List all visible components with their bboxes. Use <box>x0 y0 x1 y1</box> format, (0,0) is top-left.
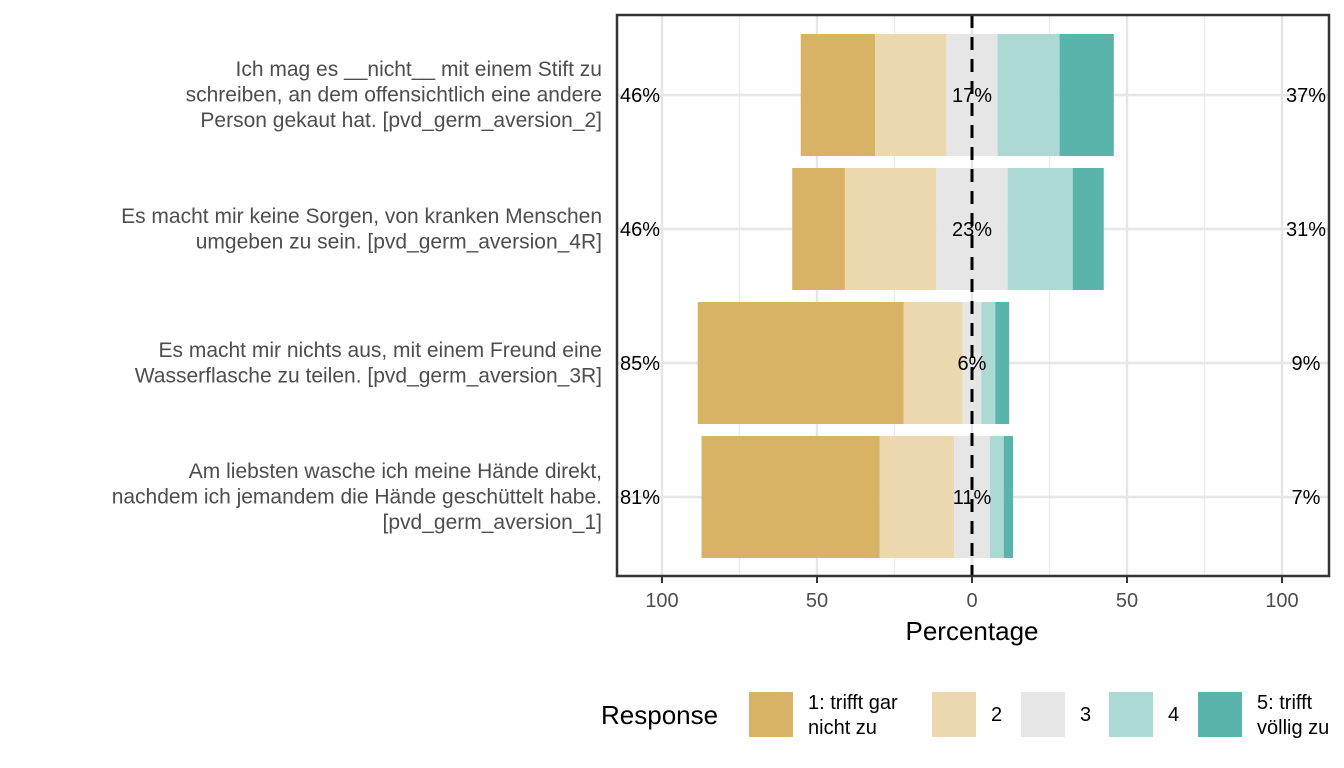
bar-segment-2 <box>879 436 955 558</box>
item-label: Es macht mir keine Sorgen, von kranken M… <box>121 205 602 228</box>
legend-label: 5: trifft <box>1257 692 1313 714</box>
legend-title: Response <box>601 700 718 730</box>
item-label: [pvd_germ_aversion_1] <box>383 511 602 534</box>
item-label: Ich mag es __nicht__ mit einem Stift zu <box>235 58 602 81</box>
legend-label: 2 <box>991 704 1002 726</box>
x-tick-label: 50 <box>806 590 828 612</box>
bar-segment-1 <box>701 436 880 558</box>
bar-segment-5 <box>995 302 1010 424</box>
center-percent-label: 6% <box>958 353 987 375</box>
legend-label: 1: trifft gar <box>808 692 898 714</box>
center-percent-label: 17% <box>952 85 992 107</box>
left-percent-label: 81% <box>620 487 660 509</box>
x-tick-label: 100 <box>645 590 678 612</box>
legend-key-1 <box>749 692 793 737</box>
bar-segment-5 <box>1003 436 1014 558</box>
center-percent-label: 11% <box>953 487 992 509</box>
bar-segment-5 <box>1072 168 1104 290</box>
x-tick-label: 100 <box>1265 590 1298 612</box>
item-label: Am liebsten wasche ich meine Hände direk… <box>189 460 602 483</box>
bar-segment-2 <box>875 34 947 156</box>
bar-segment-5 <box>1059 34 1114 156</box>
legend-label: 4 <box>1168 704 1179 726</box>
center-percent-label: 23% <box>952 219 992 241</box>
x-axis-title: Percentage <box>906 616 1039 646</box>
legend-label: nicht zu <box>808 717 877 739</box>
item-label: nachdem ich jemandem die Hände geschütte… <box>112 486 602 509</box>
bar-segment-4 <box>997 34 1060 156</box>
item-label: schreiben, an dem offensichtlich eine an… <box>186 84 602 107</box>
legend-label: 3 <box>1080 704 1091 726</box>
legend-label: völlig zu <box>1257 717 1329 739</box>
bar-segment-4 <box>1007 168 1073 290</box>
bar-segment-2 <box>903 302 963 424</box>
legend-key-4 <box>1109 692 1153 737</box>
bar-segment-1 <box>800 34 876 156</box>
left-percent-label: 46% <box>620 85 660 107</box>
bar-segment-2 <box>844 168 937 290</box>
left-percent-label: 85% <box>620 353 660 375</box>
legend-key-3 <box>1021 692 1065 737</box>
left-percent-label: 46% <box>620 219 660 241</box>
bar-segment-4 <box>981 302 996 424</box>
legend-key-5 <box>1198 692 1242 737</box>
x-tick-label: 50 <box>1116 590 1138 612</box>
bar-segment-4 <box>989 436 1004 558</box>
item-label: Wasserflasche zu teilen. [pvd_germ_avers… <box>135 364 602 387</box>
item-label: Person gekaut hat. [pvd_germ_aversion_2] <box>200 109 602 132</box>
item-label: umgeben zu sein. [pvd_germ_aversion_4R] <box>196 230 602 253</box>
bar-segment-1 <box>792 168 845 290</box>
legend-key-2 <box>932 692 976 737</box>
right-percent-label: 9% <box>1292 353 1321 375</box>
item-label: Es macht mir nichts aus, mit einem Freun… <box>158 339 602 362</box>
right-percent-label: 7% <box>1292 487 1321 509</box>
right-percent-label: 37% <box>1286 85 1326 107</box>
bar-segment-3 <box>962 302 982 424</box>
bar-segment-1 <box>697 302 904 424</box>
right-percent-label: 31% <box>1286 219 1326 241</box>
x-tick-label: 0 <box>966 590 977 612</box>
